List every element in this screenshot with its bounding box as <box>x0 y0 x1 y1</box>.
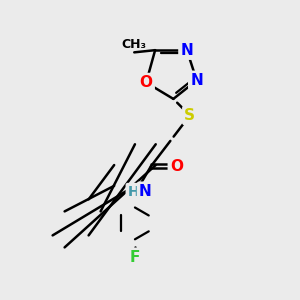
Text: S: S <box>184 108 195 123</box>
Text: N: N <box>181 43 193 58</box>
Text: F: F <box>130 250 140 265</box>
Text: O: O <box>170 159 183 174</box>
Text: N: N <box>139 184 152 199</box>
Text: N: N <box>190 73 203 88</box>
Text: O: O <box>140 75 153 90</box>
Text: H: H <box>128 185 139 199</box>
Text: CH₃: CH₃ <box>122 38 147 51</box>
